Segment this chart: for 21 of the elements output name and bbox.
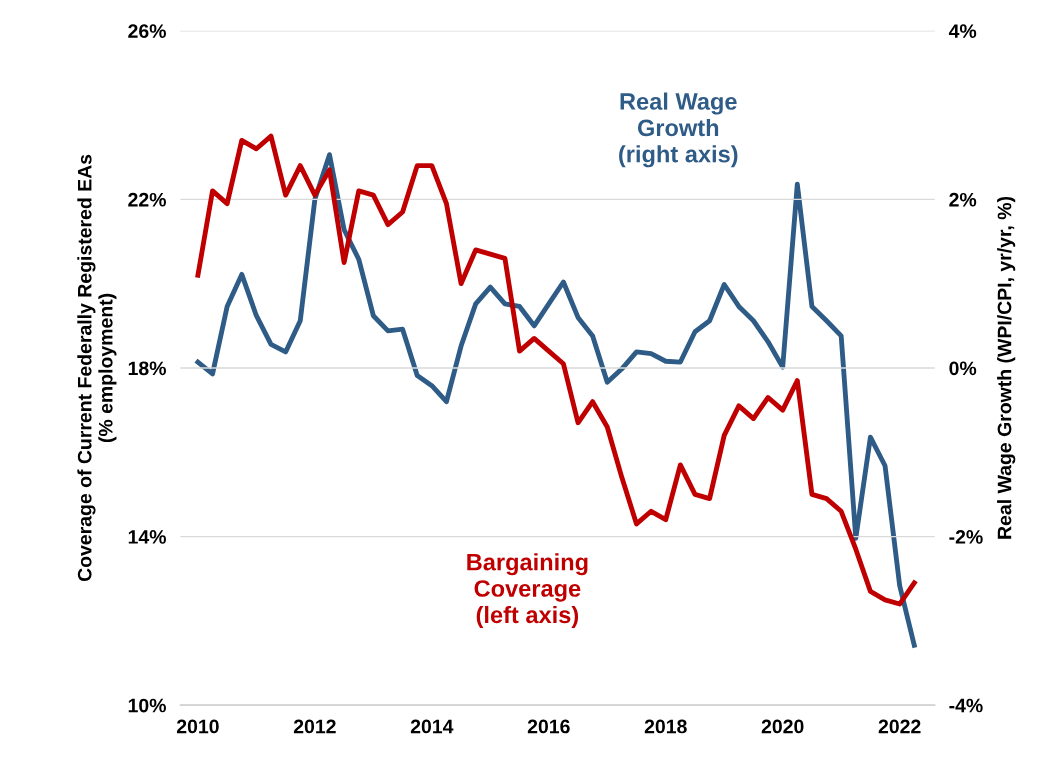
text: Real Wage Growth (right axis) bbox=[619, 92, 738, 168]
y-tick-label: 14% bbox=[128, 530, 166, 544]
y-tick-label: 22% bbox=[128, 192, 166, 207]
y-tick-label: 18% bbox=[128, 361, 166, 376]
y2-tick-label: -2% bbox=[949, 530, 983, 544]
y-tick-label: 10% bbox=[128, 698, 166, 713]
x-tick-label: 2010 bbox=[176, 719, 219, 734]
y2-axis-title: Real Wage Growth (WPI/CPI, yr/yr, %) bbox=[997, 196, 1016, 539]
x-tick-label: 2022 bbox=[878, 719, 921, 734]
y2-tick-label: 0% bbox=[949, 361, 977, 376]
y2-tick-label: -4% bbox=[949, 698, 983, 713]
text: Bargaining Coverage (left axis) bbox=[467, 553, 588, 628]
y-axis-title: Coverage of Current Federally Registered EAs (% employment) bbox=[77, 154, 117, 582]
x-tick-label: 2018 bbox=[644, 719, 687, 734]
x-tick-label: 2014 bbox=[410, 719, 454, 734]
x-tick-label: 2012 bbox=[293, 719, 336, 734]
y2-tick-label: 2% bbox=[949, 192, 977, 207]
y-tick-label: 26% bbox=[128, 24, 166, 38]
y2-tick-label: 4% bbox=[948, 24, 977, 38]
x-tick-label: 2016 bbox=[527, 719, 570, 734]
x-tick-label: 2020 bbox=[761, 719, 804, 734]
